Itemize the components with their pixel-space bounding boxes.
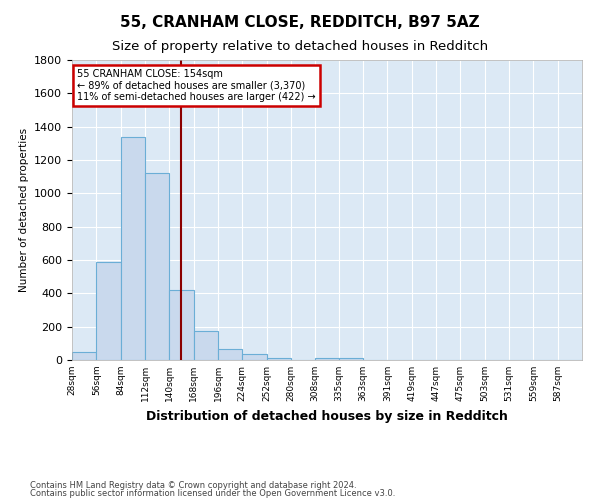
Bar [339, 358, 363, 360]
Bar [242, 354, 266, 360]
Text: 55 CRANHAM CLOSE: 154sqm
← 89% of detached houses are smaller (3,370)
11% of sem: 55 CRANHAM CLOSE: 154sqm ← 89% of detach… [77, 69, 316, 102]
Text: Contains HM Land Registry data © Crown copyright and database right 2024.: Contains HM Land Registry data © Crown c… [30, 480, 356, 490]
Text: 55, CRANHAM CLOSE, REDDITCH, B97 5AZ: 55, CRANHAM CLOSE, REDDITCH, B97 5AZ [120, 15, 480, 30]
Text: Contains public sector information licensed under the Open Government Licence v3: Contains public sector information licen… [30, 489, 395, 498]
Bar [121, 136, 145, 360]
Bar [266, 358, 291, 360]
Bar [218, 349, 242, 360]
Bar [97, 262, 121, 360]
Bar [315, 358, 339, 360]
Bar [194, 331, 218, 360]
Bar [72, 352, 97, 360]
X-axis label: Distribution of detached houses by size in Redditch: Distribution of detached houses by size … [146, 410, 508, 422]
Y-axis label: Number of detached properties: Number of detached properties [19, 128, 29, 292]
Bar [145, 174, 169, 360]
Text: Size of property relative to detached houses in Redditch: Size of property relative to detached ho… [112, 40, 488, 53]
Bar [169, 290, 194, 360]
